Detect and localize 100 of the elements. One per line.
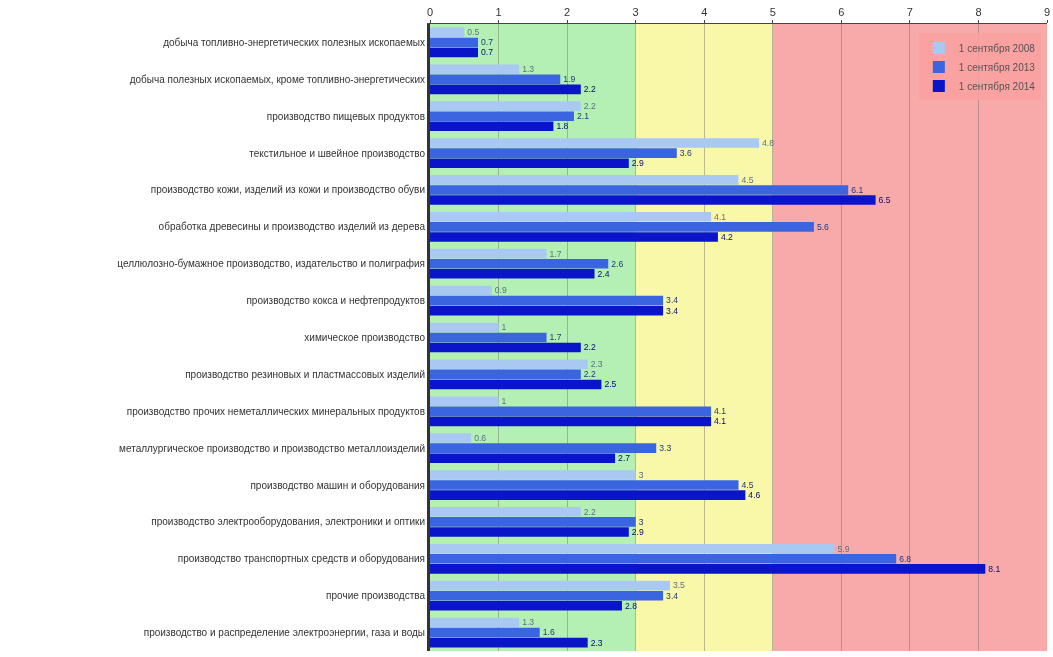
data-label: 3.5 xyxy=(672,580,686,591)
bar xyxy=(430,195,876,205)
data-label: 1.7 xyxy=(549,332,562,343)
x-tick-label: 1 xyxy=(495,5,502,18)
bar xyxy=(430,453,616,464)
bar xyxy=(430,64,520,75)
data-label: 4.8 xyxy=(762,137,775,148)
data-label: 1.3 xyxy=(522,64,535,75)
y-tick-label: химическое производство xyxy=(304,332,426,343)
data-label: 2.7 xyxy=(618,453,631,464)
data-label: 4.1 xyxy=(714,211,727,222)
y-tick-label: производство пищевых продуктов xyxy=(266,110,425,122)
bar xyxy=(430,222,814,232)
data-label: 3.3 xyxy=(659,443,672,454)
data-label: 1 xyxy=(501,396,507,407)
bar xyxy=(430,637,588,648)
y-tick-label: добыча полезных ископаемых, кроме топливно-энергетических xyxy=(129,73,425,85)
bar xyxy=(430,433,472,443)
bar xyxy=(430,543,835,554)
bar xyxy=(430,332,547,343)
bar xyxy=(430,443,657,453)
legend-label: 1 сентября 2008 xyxy=(958,42,1036,54)
data-label: 5.6 xyxy=(816,221,830,232)
y-tick-label: производство кожи, изделий из кожи и производство обуви xyxy=(150,184,425,196)
y-tick-label: производство транспортных средств и оборудования xyxy=(177,553,425,565)
bar xyxy=(430,47,478,58)
bar xyxy=(430,305,664,316)
bar xyxy=(430,359,588,370)
bar xyxy=(430,527,629,537)
data-label: 0.9 xyxy=(494,285,507,296)
legend-label: 1 сентября 2013 xyxy=(958,61,1036,73)
bar xyxy=(430,379,602,390)
data-label: 0.6 xyxy=(474,432,487,443)
bar xyxy=(430,416,712,427)
bar xyxy=(430,232,718,242)
data-label: 3.4 xyxy=(666,295,679,306)
bar xyxy=(430,258,609,269)
bar xyxy=(430,84,581,95)
bar xyxy=(430,74,561,85)
bar xyxy=(430,121,554,132)
bar xyxy=(430,175,739,185)
bar xyxy=(430,148,677,158)
y-tick-label: целлюлозно-бумажное производство, издательство и полиграфия xyxy=(117,258,425,270)
data-label: 0.7 xyxy=(481,37,494,48)
data-label: 3.4 xyxy=(666,590,679,601)
bar xyxy=(430,470,636,480)
data-label: 2.2 xyxy=(583,84,596,95)
y-tick-label: производство электрооборудования, электроники и оптики xyxy=(151,516,425,528)
bar xyxy=(430,617,520,628)
x-tick-label: 6 xyxy=(838,5,845,18)
bar xyxy=(430,554,897,564)
bar xyxy=(430,342,581,353)
data-label: 2.2 xyxy=(583,369,597,380)
bar xyxy=(430,480,739,490)
x-tick-label: 9 xyxy=(1043,5,1051,18)
data-label: 2.9 xyxy=(631,526,644,537)
bar xyxy=(430,211,712,222)
bar xyxy=(430,564,986,574)
bar xyxy=(430,517,636,527)
bar xyxy=(430,285,492,296)
data-label: 2.5 xyxy=(604,379,617,390)
y-tick-label: производство прочих неметаллических минеральных продуктов xyxy=(126,405,425,417)
bar xyxy=(430,590,664,601)
data-label: 2.4 xyxy=(597,268,610,279)
bar xyxy=(430,396,499,406)
data-label: 1.3 xyxy=(522,617,535,628)
data-label: 3 xyxy=(638,516,644,527)
y-tick-label: добыча топливно-энергетических полезных ископаемых xyxy=(163,36,425,48)
x-tick-label: 8 xyxy=(975,5,982,18)
bar xyxy=(430,101,581,111)
bar xyxy=(430,369,581,380)
x-tick-label: 7 xyxy=(906,5,913,18)
bar xyxy=(430,322,499,333)
x-tick-label: 0 xyxy=(426,5,434,18)
data-label: 4.1 xyxy=(714,416,727,427)
data-label: 2.3 xyxy=(590,359,603,370)
data-label: 5.9 xyxy=(837,543,850,554)
data-label: 2.2 xyxy=(583,506,597,517)
bar xyxy=(430,27,465,38)
data-label: 6.8 xyxy=(899,553,912,564)
x-tick-label: 3 xyxy=(632,5,639,18)
y-tick-label: производство кокса и нефтепродуктов xyxy=(246,295,425,307)
bar xyxy=(430,507,581,517)
y-tick-label: производство машин и оборудования xyxy=(250,479,425,491)
data-label: 2.2 xyxy=(583,342,597,353)
data-label: 6.5 xyxy=(878,194,891,205)
data-label: 4.5 xyxy=(741,479,754,490)
data-label: 2.1 xyxy=(576,111,590,122)
bar xyxy=(430,158,629,168)
bar xyxy=(430,269,595,279)
data-label: 3 xyxy=(638,469,644,480)
y-tick-label: металлургическое производство и производство металлоизделий xyxy=(119,442,425,454)
data-label: 0.5 xyxy=(467,27,480,38)
data-label: 2.9 xyxy=(631,158,644,169)
bar xyxy=(430,580,670,591)
y-tick-label: текстильное и швейное производство xyxy=(249,147,426,159)
y-tick-label: обработка древесины и производство изделий из дерева xyxy=(158,221,426,233)
data-label: 1 xyxy=(501,322,507,333)
bar xyxy=(430,248,547,259)
data-label: 3.4 xyxy=(666,305,679,316)
